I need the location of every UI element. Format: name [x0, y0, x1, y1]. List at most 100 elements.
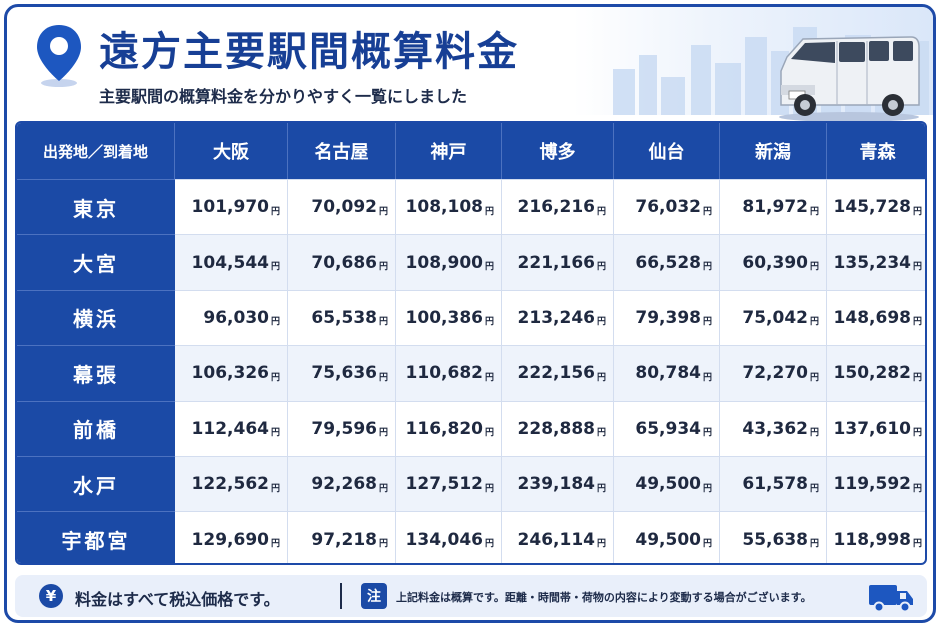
- fare-cell: 96,030 円: [175, 289, 288, 346]
- row-header-origin: 東京: [17, 179, 175, 235]
- fare-cell: 100,386 円: [396, 289, 502, 346]
- fare-cell: 112,464 円: [175, 400, 288, 456]
- fare-cell: 106,326 円: [175, 345, 288, 401]
- column-header-kobe: 神戸: [396, 123, 502, 179]
- currency-unit: 円: [484, 539, 494, 550]
- fare-value: 118,998: [833, 529, 911, 550]
- fare-cell: 72,270 円: [720, 345, 827, 401]
- row-header-origin: 大宮: [17, 234, 175, 290]
- fare-cell: 119,592 円: [827, 455, 925, 512]
- fare-cell: 55,638 円: [720, 511, 827, 563]
- currency-unit: 円: [270, 372, 280, 383]
- fare-cell: 145,728 円: [827, 179, 925, 234]
- currency-unit: 円: [378, 317, 388, 328]
- footer-notes: ¥ 料金はすべて税込価格です。 注 上記料金は概算です。距離・時間帯・荷物の内容…: [15, 575, 927, 617]
- currency-unit: 円: [912, 317, 922, 328]
- currency-unit: 円: [378, 372, 388, 383]
- currency-unit: 円: [484, 206, 494, 217]
- fare-value: 65,934: [635, 418, 701, 439]
- currency-unit: 円: [596, 483, 606, 494]
- fare-cell: 116,820 円: [396, 400, 502, 456]
- currency-unit: 円: [270, 428, 280, 439]
- column-header-sendai: 仙台: [614, 123, 720, 179]
- fare-cell: 81,972 円: [720, 179, 827, 235]
- currency-unit: 円: [809, 317, 819, 328]
- currency-unit: 円: [702, 539, 712, 550]
- fare-value: 246,114: [517, 529, 595, 550]
- fare-cell: 148,698 円: [827, 289, 925, 345]
- fare-value: 134,046: [405, 529, 483, 550]
- currency-unit: 円: [484, 372, 494, 383]
- fare-value: 108,900: [405, 252, 483, 273]
- fare-cell: 66,528 円: [614, 234, 720, 290]
- currency-unit: 円: [809, 262, 819, 273]
- currency-unit: 円: [270, 317, 280, 328]
- fare-cell: 222,156 円: [502, 345, 614, 401]
- row-header-origin: 水戸: [17, 455, 175, 512]
- fare-value: 97,218: [311, 529, 377, 550]
- fare-value: 222,156: [517, 363, 595, 384]
- fare-value: 112,464: [191, 418, 269, 439]
- fare-value: 70,686: [311, 252, 377, 273]
- fare-value: 81,972: [742, 197, 808, 218]
- header: 遠方主要駅間概算料金 主要駅間の概算料金を分かりやすく一覧にしました: [7, 7, 933, 122]
- fare-cell: 216,216 円: [502, 179, 614, 235]
- currency-unit: 円: [702, 206, 712, 217]
- fare-value: 49,500: [635, 474, 701, 495]
- fare-value: 122,562: [191, 474, 269, 495]
- fare-table: 出発地／到着地 大阪 名古屋 神戸 博多 仙台 新潟 青森 東京 101,970 円…: [15, 121, 927, 565]
- fare-cell: 70,686 円: [288, 234, 396, 290]
- currency-unit: 円: [702, 262, 712, 273]
- fare-value: 55,638: [742, 529, 808, 550]
- fare-value: 100,386: [405, 307, 483, 328]
- currency-unit: 円: [270, 483, 280, 494]
- fare-cell: 60,390 円: [720, 234, 827, 290]
- fare-cell: 92,268 円: [288, 455, 396, 512]
- currency-unit: 円: [596, 262, 606, 273]
- fare-cell: 75,042 円: [720, 289, 827, 346]
- column-header-nagoya: 名古屋: [288, 123, 396, 179]
- footer-divider: [340, 583, 342, 609]
- fare-cell: 150,282 円: [827, 345, 925, 401]
- row-header-origin: 横浜: [17, 289, 175, 346]
- fare-value: 216,216: [517, 197, 595, 218]
- currency-unit: 円: [912, 483, 922, 494]
- fare-value: 76,032: [635, 197, 701, 218]
- currency-unit: 円: [378, 262, 388, 273]
- currency-unit: 円: [702, 428, 712, 439]
- currency-unit: 円: [809, 372, 819, 383]
- fare-value: 127,512: [405, 474, 483, 495]
- currency-unit: 円: [484, 483, 494, 494]
- fare-cell: 129,690 円: [175, 511, 288, 563]
- fare-value: 135,234: [833, 252, 911, 273]
- van-illustration: [779, 36, 920, 122]
- fare-value: 119,592: [833, 474, 911, 495]
- currency-unit: 円: [702, 372, 712, 383]
- fare-cell: 49,500 円: [614, 455, 720, 512]
- fare-cell: 70,092 円: [288, 179, 396, 235]
- fare-value: 104,544: [191, 252, 269, 273]
- fare-cell: 122,562 円: [175, 455, 288, 512]
- fare-value: 101,970: [191, 197, 269, 218]
- currency-unit: 円: [809, 483, 819, 494]
- fare-cell: 108,108 円: [396, 179, 502, 235]
- currency-unit: 円: [484, 428, 494, 439]
- fare-value: 80,784: [635, 363, 701, 384]
- fare-value: 43,362: [742, 418, 808, 439]
- fare-cell: 97,218 円: [288, 511, 396, 563]
- fare-value: 72,270: [742, 363, 808, 384]
- currency-unit: 円: [912, 539, 922, 550]
- column-header-aomori: 青森: [827, 123, 925, 179]
- fare-cell: 80,784 円: [614, 345, 720, 401]
- fare-cell: 79,596 円: [288, 400, 396, 456]
- fare-cell: 135,234 円: [827, 234, 925, 290]
- fare-cell: 213,246 円: [502, 289, 614, 346]
- fare-cell: 61,578 円: [720, 455, 827, 512]
- fare-value: 60,390: [742, 252, 808, 273]
- currency-unit: 円: [596, 372, 606, 383]
- corner-header: 出発地／到着地: [17, 123, 175, 179]
- page-title: 遠方主要駅間概算料金: [99, 29, 519, 75]
- fare-cell: 134,046 円: [396, 511, 502, 563]
- fare-value: 148,698: [833, 307, 911, 328]
- currency-unit: 円: [596, 317, 606, 328]
